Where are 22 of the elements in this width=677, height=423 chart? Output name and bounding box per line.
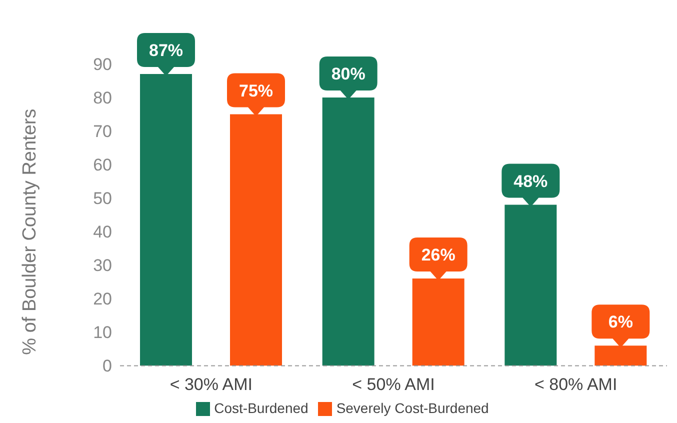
x-tick-label: < 80% AMI: [534, 374, 618, 394]
y-tick-label: 80: [93, 88, 112, 108]
y-tick-label: 70: [93, 122, 112, 142]
data-label: 87%: [148, 41, 184, 60]
y-tick-label: 90: [93, 55, 112, 74]
legend-label: Severely Cost-Burdened: [336, 400, 489, 416]
legend-label: Cost-Burdened: [214, 400, 308, 416]
y-tick-label: 40: [93, 222, 112, 242]
y-axis-title: % of Boulder County Renters: [20, 108, 41, 355]
data-label: 75%: [238, 81, 274, 100]
y-tick-label: 60: [93, 156, 112, 175]
y-tick-label: 10: [93, 323, 112, 342]
x-tick-label: < 50% AMI: [352, 374, 435, 394]
y-tick-label: 30: [93, 256, 112, 276]
data-label: 26%: [421, 246, 456, 265]
data-label: 48%: [514, 172, 548, 191]
data-label: 80%: [331, 64, 366, 84]
y-tick-label: 0: [102, 356, 112, 376]
y-tick-label: 20: [93, 290, 112, 309]
data-label: 6%: [608, 312, 633, 332]
x-tick-label: < 30% AMI: [170, 374, 253, 394]
y-tick-label: 50: [93, 189, 112, 208]
